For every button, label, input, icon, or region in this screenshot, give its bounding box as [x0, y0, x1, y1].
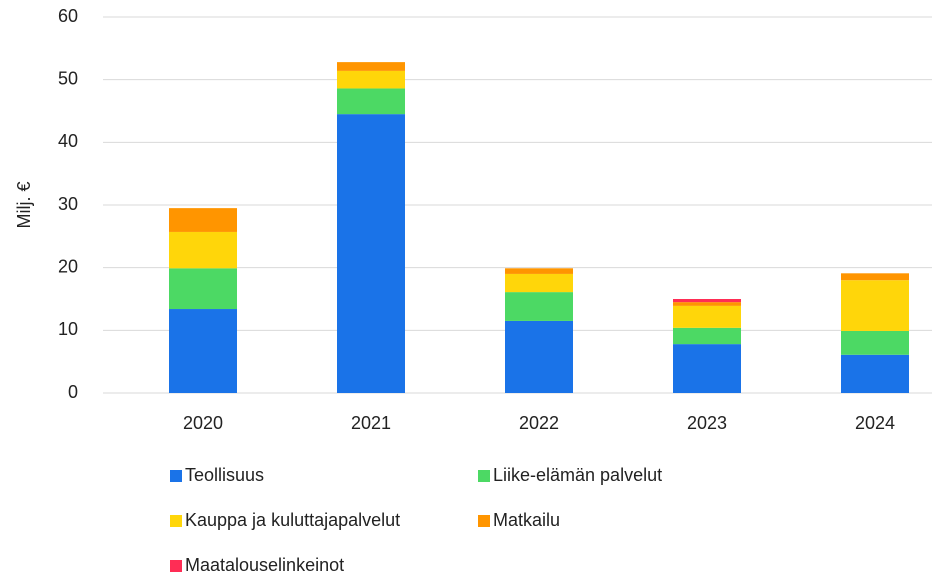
bar-segment — [337, 88, 405, 115]
bar-segment — [673, 305, 741, 328]
legend-label: Maatalouselinkeinot — [185, 555, 344, 575]
x-tick-label: 2021 — [351, 413, 391, 433]
bar-segment — [841, 280, 909, 331]
legend-label: Liike-elämän palvelut — [493, 465, 662, 485]
legend-swatch — [478, 470, 490, 482]
legend-swatch — [170, 515, 182, 527]
bar-segment — [337, 114, 405, 393]
y-tick-label: 10 — [58, 319, 78, 339]
x-tick-label: 2024 — [855, 413, 895, 433]
bar-segment — [169, 268, 237, 310]
bar-segment — [673, 327, 741, 345]
bar-segment — [505, 273, 573, 293]
x-tick-label: 2022 — [519, 413, 559, 433]
y-tick-label: 40 — [58, 131, 78, 151]
y-tick-label: 50 — [58, 68, 78, 88]
legend-label: Matkailu — [493, 510, 560, 530]
x-tick-label: 2023 — [687, 413, 727, 433]
y-tick-label: 20 — [58, 256, 78, 276]
bar-segment — [505, 292, 573, 321]
bar-segment — [169, 231, 237, 269]
bar-segment — [673, 344, 741, 393]
bar-segment — [337, 70, 405, 89]
legend-swatch — [170, 560, 182, 572]
y-tick-label: 60 — [58, 6, 78, 26]
legend-swatch — [478, 515, 490, 527]
bar-segment — [841, 354, 909, 393]
bar-segment — [337, 62, 405, 71]
bar-segment — [505, 320, 573, 393]
bar-segment — [169, 309, 237, 393]
bar-segment — [673, 302, 741, 306]
y-tick-label: 30 — [58, 194, 78, 214]
bar-segment — [841, 330, 909, 355]
bar-segment — [673, 299, 741, 303]
bar-segment — [169, 208, 237, 232]
bar-segment — [841, 273, 909, 281]
legend-swatch — [170, 470, 182, 482]
y-tick-label: 0 — [68, 382, 78, 402]
bar-segment — [505, 268, 573, 274]
y-axis-label: Milj. € — [14, 181, 34, 228]
legend-label: Kauppa ja kuluttajapalvelut — [185, 510, 400, 530]
legend-label: Teollisuus — [185, 465, 264, 485]
x-tick-label: 2020 — [183, 413, 223, 433]
